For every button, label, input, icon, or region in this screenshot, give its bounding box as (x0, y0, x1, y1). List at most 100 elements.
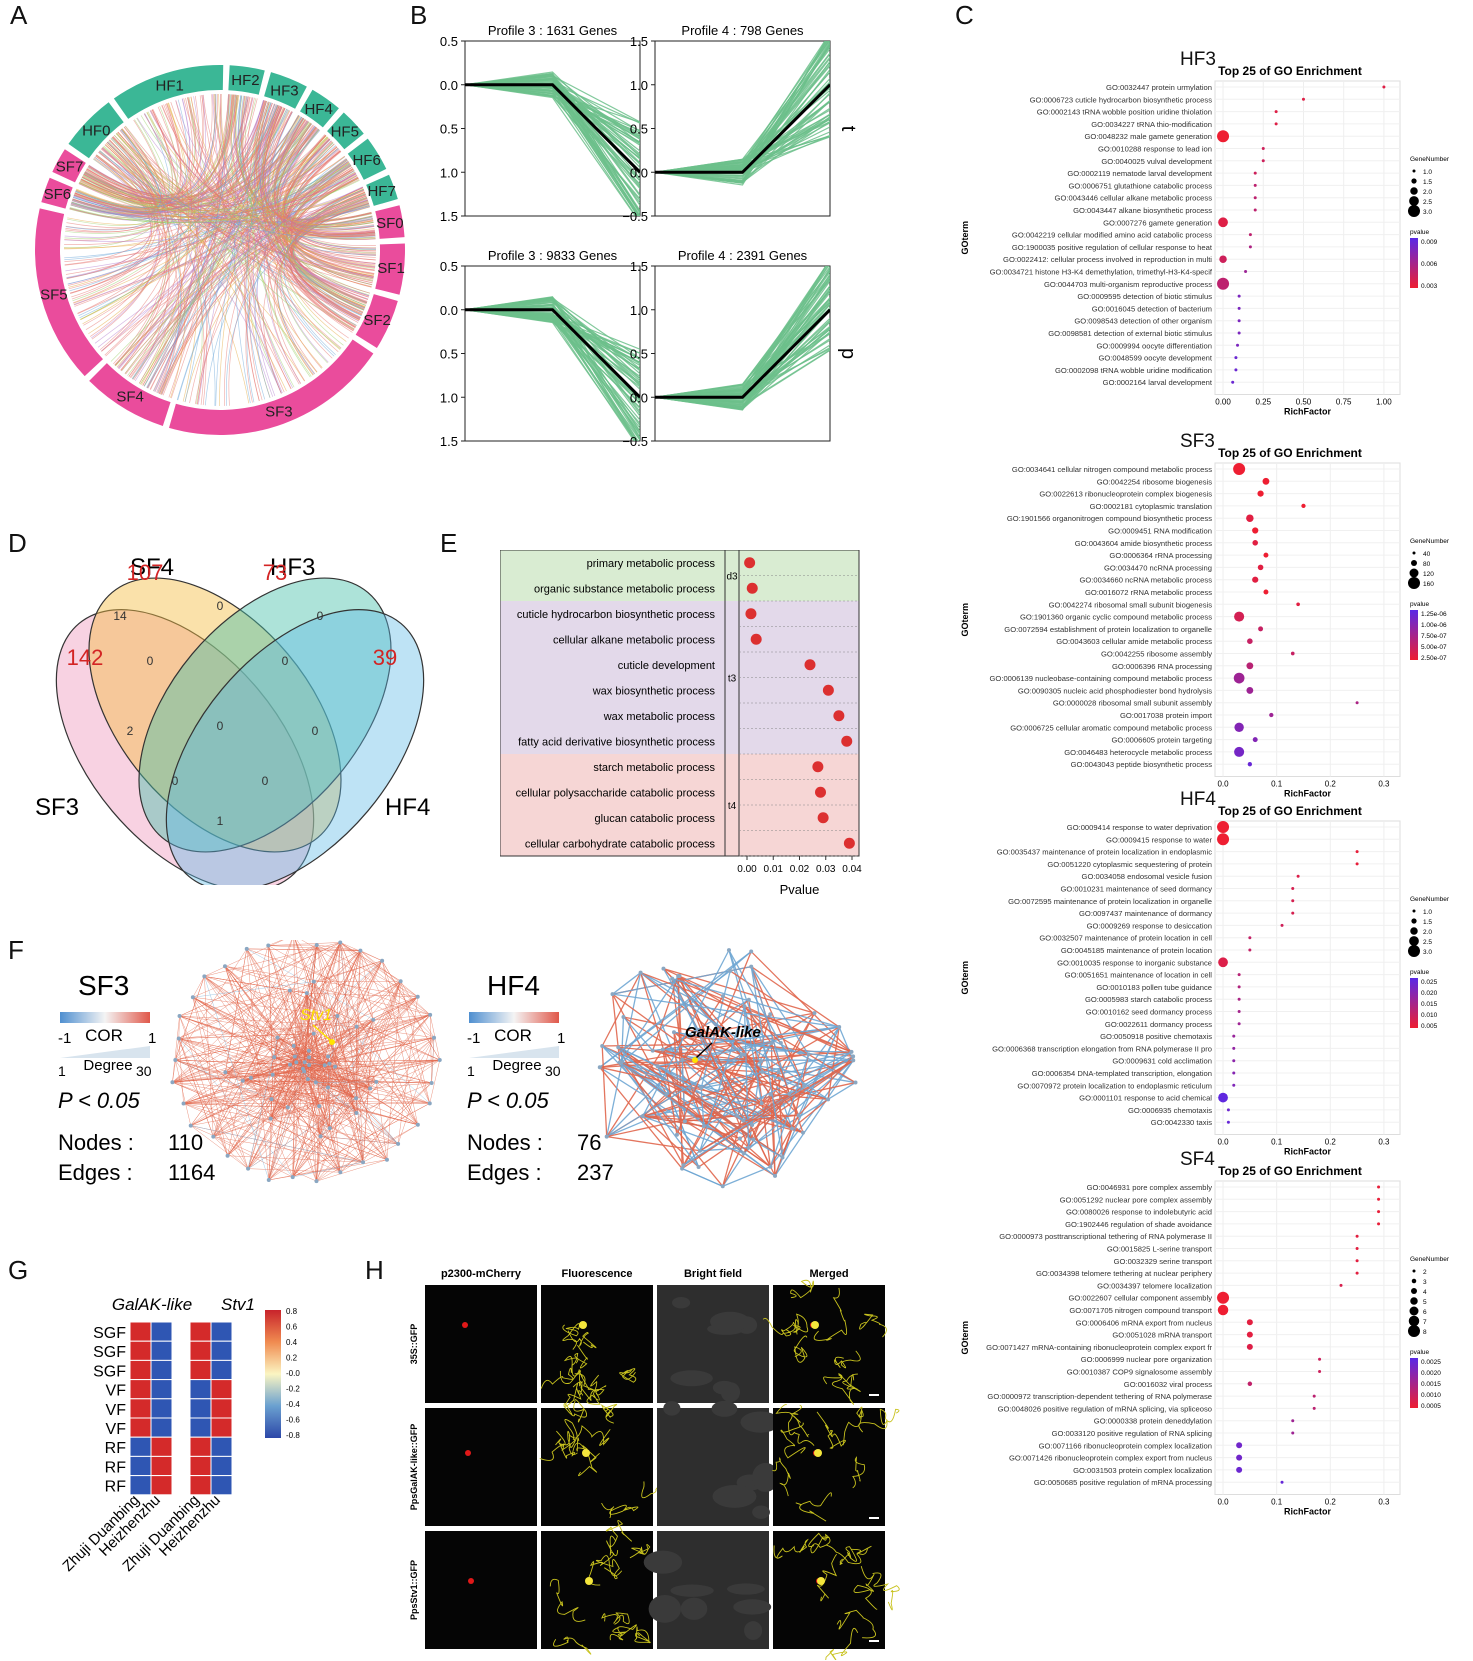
go-dot (1246, 514, 1254, 522)
size-legend-label: 5 (1423, 1299, 1427, 1306)
pvalue-legend-label: 1.00e-06 (1421, 622, 1447, 629)
degree-wedge (60, 1046, 150, 1058)
network-node (354, 1111, 359, 1116)
cell-outline (600, 1403, 618, 1424)
network-node (768, 1012, 773, 1017)
network-node (674, 1132, 679, 1137)
network-edge (268, 1068, 304, 1181)
network-edge (271, 1098, 288, 1108)
network-edge (172, 1050, 309, 1083)
network-edge (277, 1037, 296, 1057)
network-edge (213, 1037, 435, 1137)
go-term-label: GO:0022607 cellular component assembly (1068, 1294, 1212, 1303)
network-node (240, 1078, 245, 1083)
network-edge (304, 950, 361, 1063)
row-label: VF (106, 1402, 127, 1419)
go-dot (1355, 1259, 1359, 1263)
network-edge (743, 1012, 816, 1154)
network-node (290, 1175, 295, 1180)
network-edge (681, 1167, 723, 1187)
size-legend-dot (1410, 1297, 1418, 1305)
profile-title: Profile 4 : 2391 Genes (678, 248, 808, 263)
network-node (759, 1101, 764, 1106)
network-edge (617, 1046, 685, 1166)
chord-link (287, 150, 376, 238)
network-edge (183, 1087, 329, 1104)
go-dot (1253, 208, 1257, 212)
network-edge (307, 1078, 388, 1160)
chord-link (218, 94, 374, 226)
network-edge (172, 1082, 388, 1160)
network-edge (313, 981, 419, 1125)
stv1-cell (189, 1398, 212, 1419)
cell-outline (601, 1612, 630, 1625)
network-edge (662, 1049, 678, 1135)
colorbar-label: -0.2 (286, 1385, 300, 1394)
network-node (432, 1035, 437, 1040)
network-edge (242, 1061, 305, 1082)
pvalue-legend-label: 0.0020 (1421, 1370, 1441, 1377)
go-dot (1355, 1271, 1359, 1275)
go-dot (1217, 821, 1230, 833)
ytick-label: −1.5 (440, 434, 458, 449)
network-node (696, 1165, 701, 1170)
xtick-label: 0.00 (1215, 398, 1231, 407)
chord-link (289, 192, 366, 332)
chord-link (188, 97, 375, 271)
network-node (327, 1126, 332, 1131)
cell-outline (808, 1532, 831, 1554)
go-term-label: GO:0051220 cytoplasmic sequestering of p… (1047, 860, 1212, 869)
stv1-cell (189, 1359, 212, 1381)
network-edge (294, 940, 357, 1114)
chord-link (215, 103, 276, 406)
pvalue-colorbar (1410, 978, 1418, 1028)
network-edge (268, 1081, 377, 1181)
cell-outline (569, 1425, 611, 1448)
network-edge (748, 1082, 856, 1149)
chord-segment-hf1 (113, 65, 224, 119)
chord-link (97, 176, 358, 348)
row-label: RF (105, 1459, 127, 1476)
network-edge (179, 1015, 357, 1114)
cell-outline (853, 1565, 878, 1610)
go-term-label: GO:0044703 multi-organism reproductive p… (1044, 280, 1212, 289)
chord-link (290, 164, 376, 269)
go-term-label: GO:0009631 cold acclimation (1112, 1057, 1212, 1066)
chord-segment-hf2 (228, 65, 265, 95)
chord-link (289, 161, 376, 236)
network-edge (316, 1136, 321, 1182)
profile-line (465, 84, 640, 185)
network-node (437, 1058, 442, 1062)
profile-lines (655, 41, 830, 186)
network-node (327, 1061, 332, 1066)
network-edge (295, 940, 388, 1160)
microscopy-image (539, 1399, 676, 1526)
network-node (759, 1059, 764, 1064)
chord-link (291, 195, 367, 318)
network-node (670, 976, 675, 981)
go-dot (1237, 1010, 1241, 1013)
network-node (338, 940, 343, 945)
network-edge (308, 1014, 431, 1051)
go-dot (1236, 1466, 1243, 1473)
go-dot (1261, 159, 1265, 163)
network-edge (304, 945, 318, 1063)
microscopy-column-label: Fluorescence (562, 1268, 633, 1280)
term-label: wax metabolic process (603, 711, 716, 723)
network-edge (356, 981, 401, 1114)
chord-segment-hf0 (68, 102, 124, 159)
x-axis-label: RichFactor (1284, 1507, 1332, 1517)
cell-outline (825, 1627, 859, 1660)
size-legend-label: 40 (1423, 551, 1431, 558)
network-node (307, 1063, 312, 1068)
row-label: VF (106, 1383, 127, 1400)
network-edge (774, 1026, 840, 1177)
network-node (726, 948, 731, 953)
network-node (686, 1034, 691, 1039)
go-term-label: GO:0033120 positive regulation of RNA sp… (1052, 1429, 1212, 1438)
go-term-label: GO:0042219 cellular modified amino acid … (1012, 231, 1212, 240)
network-node (778, 1040, 783, 1045)
term-label: cellular carbohydrate catabolic process (525, 838, 716, 850)
go-dot (1233, 672, 1245, 684)
xtick-label: 0.3 (1378, 1138, 1390, 1147)
